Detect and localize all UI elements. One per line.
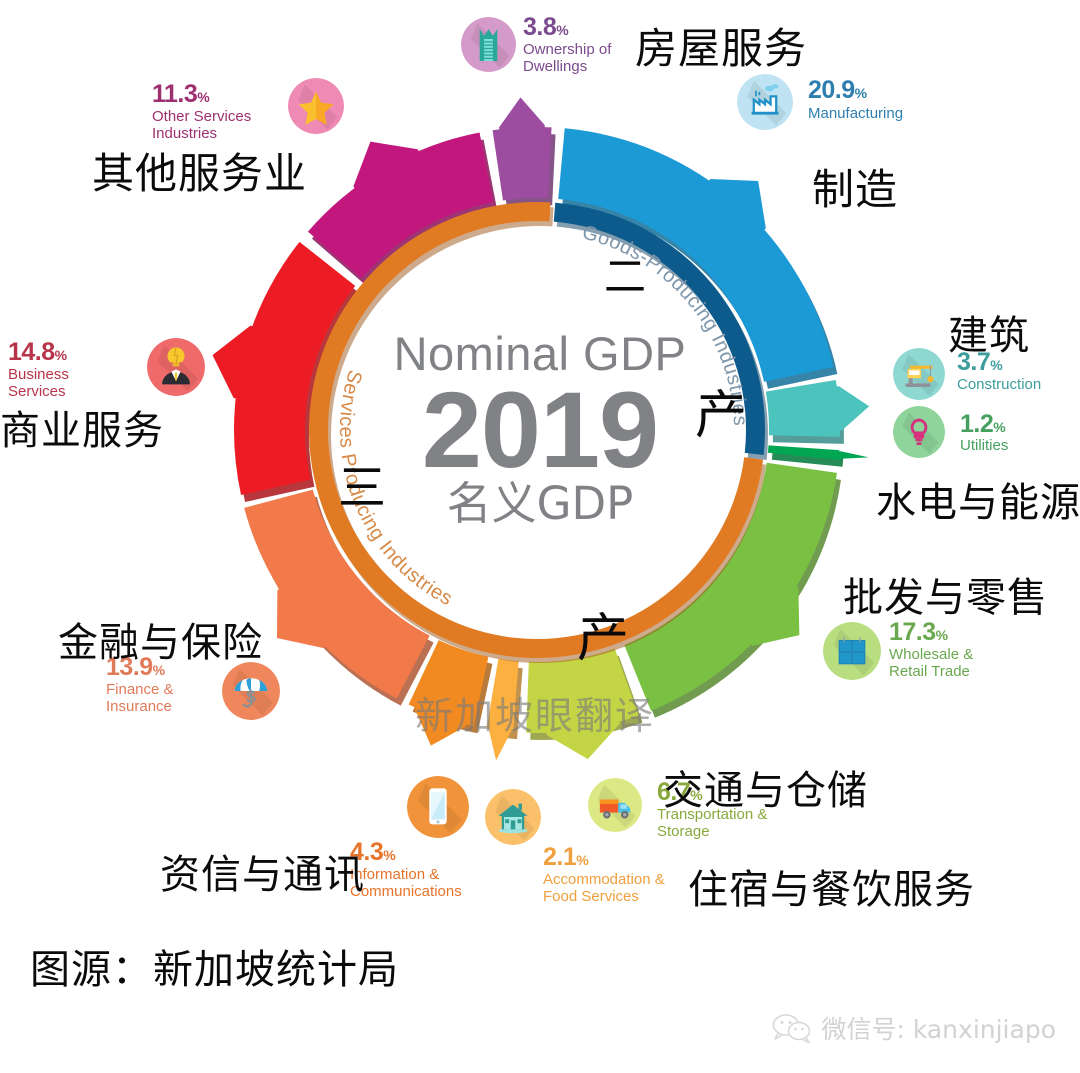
- segment-chinese-label-other_services: 其他服务业: [92, 149, 308, 198]
- source-note: 图源：新加坡统计局: [30, 947, 399, 993]
- ring-arrow-accommodation: [489, 725, 511, 761]
- truck-icon: [588, 778, 642, 832]
- umbrella-icon: $: [222, 662, 280, 720]
- house-icon: [485, 789, 541, 845]
- svg-text:$: $: [246, 687, 256, 707]
- ring-segment-utilities: [767, 445, 840, 460]
- ring-arrow-information: [415, 704, 467, 746]
- segment-percent-utilities: 1.2%: [960, 410, 1006, 438]
- percent-symbol-transportation: %: [690, 787, 703, 803]
- segment-english-label-manufacturing: Manufacturing: [808, 105, 904, 122]
- segment-english-label-construction: Construction: [957, 376, 1042, 393]
- percent-value-utilities: 1.2: [960, 410, 994, 438]
- ring-segment-construction: [765, 379, 840, 437]
- percent-value-finance: 13.9: [106, 653, 153, 681]
- box-icon: [823, 622, 881, 680]
- wechat-handle-text: 微信号: kanxinjiapo: [821, 1015, 1056, 1044]
- crane-icon: [893, 348, 945, 400]
- percent-value-information: 4.3: [350, 838, 384, 866]
- phone-icon: [407, 776, 469, 838]
- inner-group-arc-layer: [309, 201, 769, 663]
- segment-chinese-label-wholesale: 批发与零售: [843, 575, 1048, 621]
- segment-chinese-label-manufacturing: 制造: [812, 165, 899, 214]
- segment-english-label-other_services: Other Services Industries: [152, 108, 252, 142]
- segment-percent-wholesale: 17.3%: [889, 620, 948, 645]
- ring-segment-transportation: [526, 648, 639, 733]
- building-icon: [461, 17, 516, 72]
- percent-value-transportation: 6.7: [657, 778, 691, 806]
- segment-chinese-label-utilities: 水电与能源: [876, 480, 1080, 526]
- segment-percent-dwellings: 3.8%: [523, 13, 569, 41]
- segment-percent-accommodation: 2.1%: [543, 843, 589, 871]
- annotation-secondary-industry-er: 二: [604, 252, 647, 301]
- star-icon: [288, 78, 344, 134]
- ring-segment-layer: [234, 127, 840, 733]
- percent-value-dwellings: 3.8: [523, 13, 557, 41]
- percent-symbol-finance: %: [152, 662, 165, 678]
- wechat-icon: [773, 1014, 811, 1043]
- segment-percent-finance: 13.9%: [106, 655, 165, 680]
- segment-percent-information: 4.3%: [350, 838, 396, 866]
- ring-segment-other_services: [307, 132, 494, 279]
- segment-chinese-label-accommodation: 住宿与餐饮服务: [688, 867, 975, 913]
- segment-chinese-label-information: 资信与通讯: [160, 852, 365, 898]
- lightbulb-icon: [893, 406, 945, 458]
- segment-chinese-label-transportation: 交通与仓储: [663, 768, 868, 814]
- segment-chinese-label-finance: 金融与保险: [58, 620, 263, 666]
- ring-segment-wholesale: [624, 462, 837, 711]
- segment-percent-construction: 3.7%: [957, 348, 1003, 376]
- percent-symbol-information: %: [383, 847, 396, 863]
- percent-value-wholesale: 17.3: [889, 618, 936, 646]
- segment-english-label-utilities: Utilities: [960, 437, 1009, 454]
- ring-arrow-construction: [832, 386, 870, 431]
- segment-percent-transportation: 6.7%: [657, 778, 703, 806]
- percent-symbol-business: %: [54, 347, 67, 363]
- businessman-icon: [147, 338, 205, 396]
- goods-producing-inner-arc: [553, 202, 766, 455]
- annotation-secondary-industry-chan: 产: [695, 386, 748, 446]
- percent-value-other_services: 11.3: [152, 80, 198, 108]
- percent-value-accommodation: 2.1: [543, 843, 577, 871]
- percent-symbol-construction: %: [990, 357, 1003, 373]
- translation-watermark: 新加坡眼翻译: [415, 694, 656, 738]
- ring-segment-business: [234, 241, 356, 496]
- segment-english-label-dwellings: Ownership of Dwellings: [523, 41, 612, 75]
- percent-symbol-utilities: %: [993, 419, 1006, 435]
- segment-percent-manufacturing: 20.9%: [808, 78, 867, 103]
- ring-segment-manufacturing: [558, 128, 834, 382]
- segment-percent-business: 14.8%: [8, 340, 67, 365]
- segment-percent-other_services: 11.3%: [152, 80, 210, 108]
- ring-arrow-dwellings: [499, 97, 545, 134]
- ring-arrow-business: [212, 325, 257, 399]
- factory-icon: [737, 74, 793, 130]
- ring-segment-finance: [244, 489, 430, 699]
- percent-symbol-accommodation: %: [576, 852, 589, 868]
- percent-value-business: 14.8: [8, 338, 55, 366]
- wechat-handle: 微信号: kanxinjiapo: [772, 1010, 1056, 1046]
- annotation-tertiary-industry-chan: 产: [577, 609, 630, 669]
- percent-symbol-wholesale: %: [935, 627, 948, 643]
- percent-symbol-manufacturing: %: [854, 85, 867, 101]
- percent-value-manufacturing: 20.9: [808, 76, 855, 104]
- segment-english-label-finance: Finance & Insurance: [106, 681, 174, 715]
- ring-segment-dwellings: [492, 127, 552, 201]
- ring-arrow-utilities: [834, 450, 869, 459]
- segment-chinese-label-dwellings: 房屋服务: [635, 24, 808, 73]
- segment-english-label-information: Information & Communications: [350, 866, 462, 900]
- ring-segment-information: [408, 640, 489, 727]
- segment-english-label-transportation: Transportation & Storage: [657, 806, 768, 840]
- segment-english-label-wholesale: Wholesale & Retail Trade: [889, 646, 974, 680]
- segment-chinese-label-construction: 建筑: [948, 313, 1030, 359]
- segment-english-label-business: Business Services: [8, 366, 69, 400]
- segment-chinese-label-business: 商业服务: [0, 408, 164, 454]
- annotation-tertiary-industry-san: 三: [338, 460, 387, 516]
- ring-segment-accommodation: [486, 658, 519, 733]
- percent-symbol-other_services: %: [197, 89, 210, 105]
- percent-value-construction: 3.7: [957, 348, 991, 376]
- percent-symbol-dwellings: %: [556, 22, 569, 38]
- segment-english-label-accommodation: Accommodation & Food Services: [543, 871, 665, 905]
